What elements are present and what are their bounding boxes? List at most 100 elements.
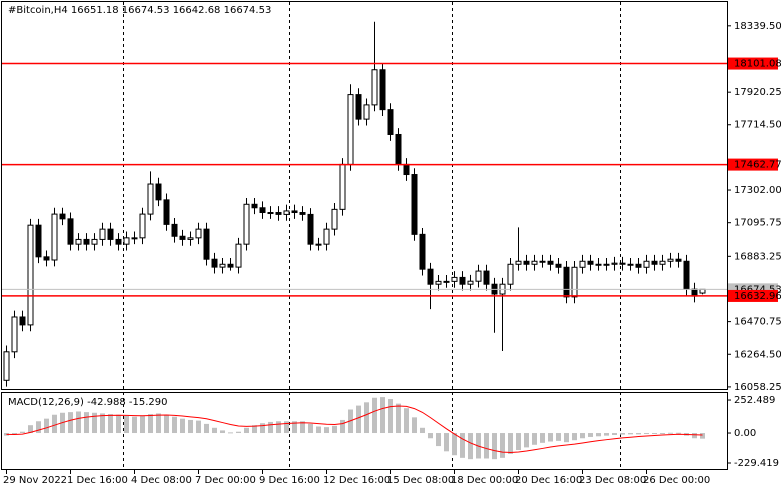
y-tick-label: 16058.25	[734, 382, 781, 393]
x-tick-label: 23 Dec 08:00	[579, 475, 646, 486]
candle-body	[323, 228, 330, 245]
macd-bar	[228, 432, 233, 434]
candle-body	[611, 262, 618, 265]
level-box	[728, 289, 778, 302]
macd-bar	[436, 433, 441, 447]
candle-body	[3, 351, 10, 381]
candle-body	[531, 260, 538, 265]
macd-bar	[12, 433, 17, 435]
candle-body	[139, 213, 146, 239]
candle-body	[595, 263, 602, 266]
macd-bar	[148, 414, 153, 434]
macd-bar	[316, 426, 321, 434]
candle-body	[603, 263, 610, 266]
candle-body	[555, 263, 562, 268]
x-tick-label: 15 Dec 08:00	[387, 475, 454, 486]
macd-bar	[404, 408, 409, 434]
macd-bar	[340, 419, 345, 434]
y-tick-label: 17714.50	[734, 120, 781, 131]
candle-body	[155, 183, 162, 201]
candle-body	[579, 260, 586, 268]
candle-body	[91, 238, 98, 245]
candle-body	[523, 260, 530, 265]
macd-bar	[172, 416, 177, 434]
macd-bar	[692, 433, 697, 439]
candle-body	[107, 228, 114, 240]
macd-bar	[124, 416, 129, 434]
x-tick-label: 18 Dec 00:00	[451, 475, 518, 486]
macd-bar	[236, 431, 241, 434]
macd-bar	[308, 423, 313, 434]
candle-body	[459, 276, 466, 285]
candle-body	[563, 266, 570, 298]
macd-bar	[644, 433, 649, 435]
candle-body	[699, 288, 706, 294]
macd-bar	[428, 433, 433, 439]
macd-bar	[324, 427, 329, 434]
candle-body	[691, 288, 698, 297]
main-frame	[1, 1, 728, 390]
macd-bar	[76, 411, 81, 434]
macd-bar	[668, 432, 673, 434]
candle-body	[339, 163, 346, 210]
y-tick-label: 0.00	[734, 428, 756, 439]
candle-body	[203, 228, 210, 260]
candle-body	[51, 213, 58, 261]
macd-bar	[220, 430, 225, 434]
candle-body	[115, 238, 122, 245]
macd-bar	[612, 433, 617, 435]
macd-bar	[132, 416, 137, 434]
macd-bar	[388, 399, 393, 434]
level-box	[728, 158, 778, 171]
candle-body	[627, 263, 634, 266]
macd-bar	[196, 420, 201, 434]
macd-bar	[212, 427, 217, 434]
macd-bar	[500, 433, 505, 458]
candle-body	[43, 256, 50, 261]
candle-body	[315, 243, 322, 246]
candle-body	[371, 69, 378, 106]
candle-body	[211, 258, 218, 268]
candle-body	[219, 263, 226, 268]
candle-body	[59, 213, 66, 220]
candle-body	[99, 228, 106, 240]
level-label: 17462.77	[734, 160, 781, 171]
candle-body	[467, 280, 474, 285]
macd-bar	[652, 433, 657, 435]
candle-body	[427, 268, 434, 285]
candle-body	[515, 260, 522, 265]
macd-bar	[260, 423, 265, 434]
candle-body	[171, 223, 178, 237]
candle-body	[443, 280, 450, 283]
macd-bar	[68, 412, 73, 434]
macd-bar	[532, 433, 537, 445]
candle-body	[619, 262, 626, 265]
x-tick-label: 26 Dec 00:00	[643, 475, 710, 486]
macd-bar	[700, 433, 705, 439]
macd-bar	[332, 425, 337, 434]
macd-bar	[380, 397, 385, 434]
macd-bar	[580, 433, 585, 439]
candle-body	[395, 133, 402, 165]
macd-bar	[268, 421, 273, 434]
y-tick-label: 17302.00	[734, 185, 781, 196]
macd-bar	[164, 414, 169, 434]
last-price-label: 16674.53	[734, 284, 781, 295]
candle-body	[243, 203, 250, 245]
candle-body	[19, 316, 26, 326]
candle-body	[411, 174, 418, 235]
y-tick-label: 16883.25	[734, 251, 781, 262]
candle-body	[675, 258, 682, 262]
macd-bar	[572, 433, 577, 441]
candle-body	[667, 258, 674, 262]
y-tick-label: 252.489	[734, 395, 775, 406]
macd-bar	[28, 425, 33, 434]
candle-body	[123, 237, 130, 245]
macd-bar	[604, 433, 609, 436]
candle-body	[307, 213, 314, 245]
y-tick-label: 17920.25	[734, 87, 781, 98]
macd-bar	[524, 433, 529, 448]
y-tick-label: 16470.75	[734, 317, 781, 328]
candle-body	[35, 224, 42, 258]
